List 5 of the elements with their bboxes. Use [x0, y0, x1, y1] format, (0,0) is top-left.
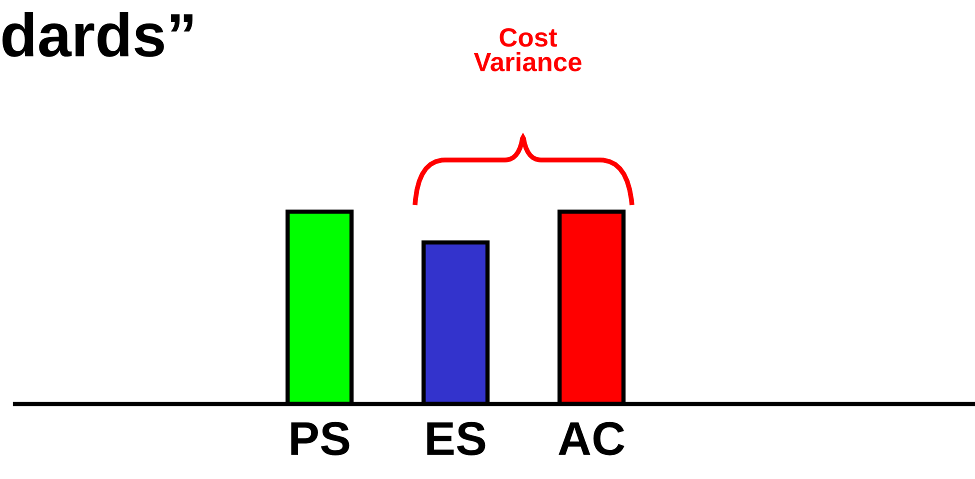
- x-tick-label: ES: [427, 422, 486, 456]
- x-tick-label: AC: [558, 422, 624, 456]
- chart-title: dards”: [2, 12, 192, 57]
- x-tick-label: PS: [291, 422, 350, 456]
- text: Cost Variance: [474, 28, 582, 72]
